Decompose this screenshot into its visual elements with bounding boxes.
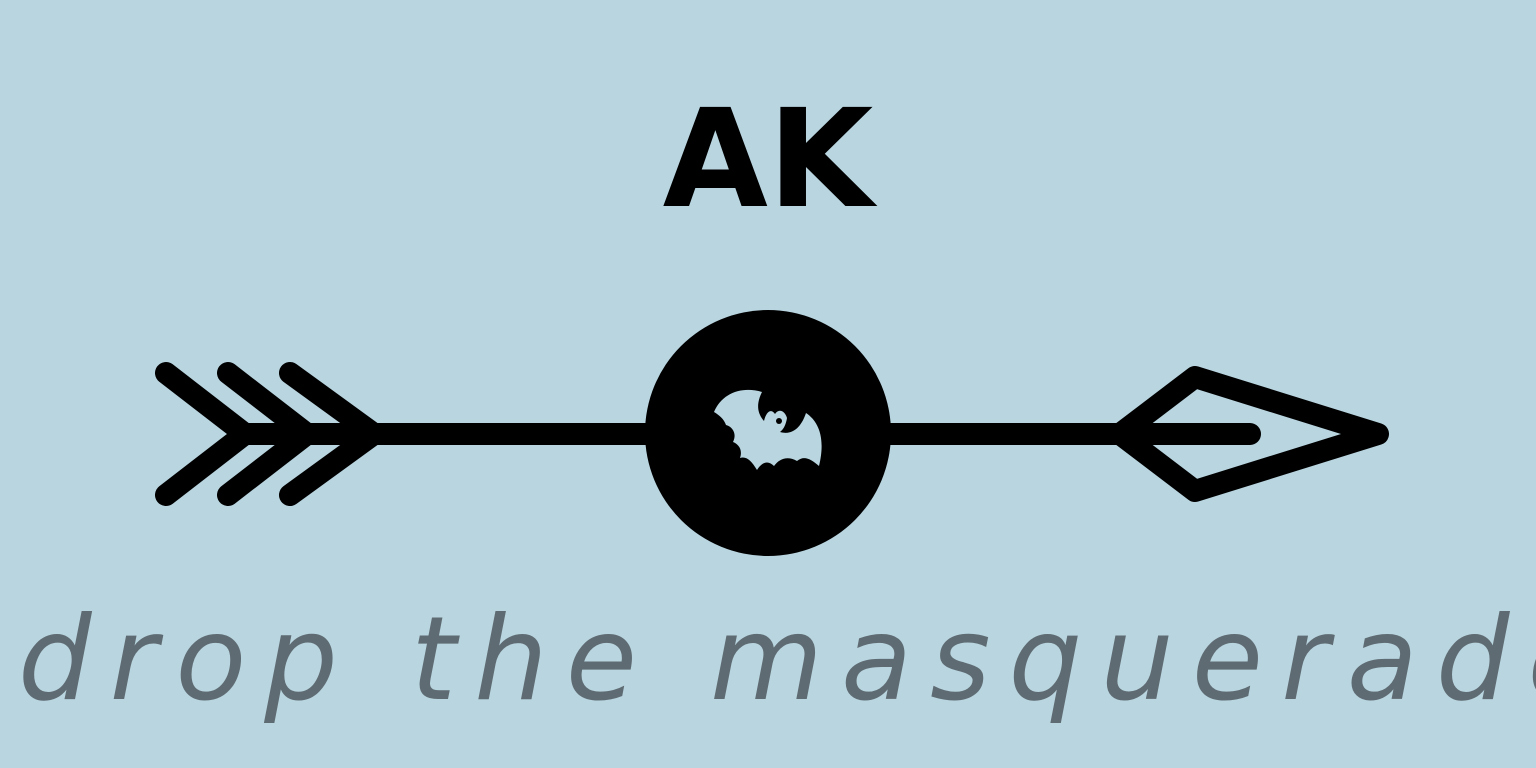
bat-emblem-icon bbox=[645, 310, 891, 556]
logo-initials: AK bbox=[662, 81, 874, 239]
logo-tagline: drop the masquerade bbox=[18, 592, 1536, 727]
bat-icon bbox=[714, 389, 822, 470]
arrow-emblem bbox=[155, 310, 1389, 556]
fletching-icon bbox=[155, 362, 393, 506]
arrowhead-icon bbox=[1109, 366, 1389, 502]
